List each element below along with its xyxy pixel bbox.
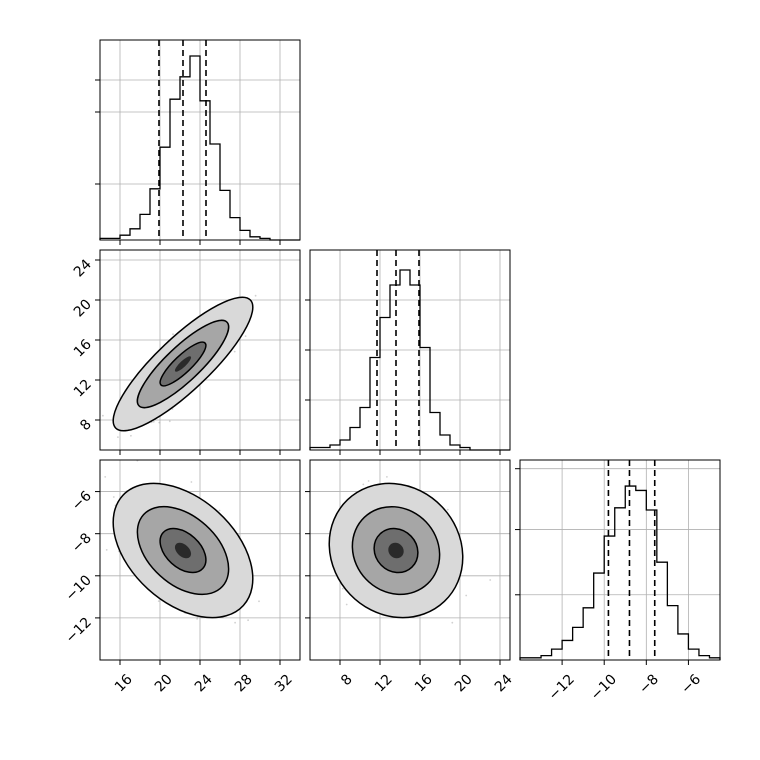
contour-line bbox=[351, 505, 441, 596]
contour-line bbox=[112, 482, 254, 619]
histogram-panel-3: −12 −10 −8 −6 bbox=[515, 459, 721, 704]
density-layer bbox=[96, 294, 257, 438]
scatter-point bbox=[130, 434, 132, 437]
y-tick-label: −10 bbox=[63, 572, 95, 604]
contour-line bbox=[159, 527, 207, 574]
scatter-point bbox=[342, 587, 344, 590]
contour-line bbox=[328, 482, 464, 619]
scatter-point bbox=[196, 616, 199, 619]
x-tick-label: −12 bbox=[546, 671, 578, 703]
scatter-point bbox=[168, 420, 171, 423]
scatter-point bbox=[102, 414, 104, 417]
histogram-step bbox=[99, 55, 300, 241]
x-tick-label: 20 bbox=[152, 671, 176, 695]
scatter-point bbox=[362, 483, 365, 486]
x-tick-label: −8 bbox=[636, 671, 662, 697]
y-tick-label: 24 bbox=[71, 256, 95, 280]
scatter-point bbox=[345, 603, 348, 606]
density-layer bbox=[328, 476, 492, 624]
scatter-point bbox=[117, 436, 119, 438]
contour-line bbox=[136, 319, 230, 409]
scatter-point bbox=[157, 600, 160, 602]
density-peak bbox=[174, 542, 192, 559]
histogram-step bbox=[519, 485, 721, 660]
scatter-point bbox=[367, 480, 370, 482]
x-tick-label: 28 bbox=[232, 671, 256, 695]
y-tick-label: 16 bbox=[71, 336, 95, 360]
histogram-panel-2 bbox=[305, 249, 511, 455]
scatter-point bbox=[105, 549, 108, 551]
x-tick-label: −6 bbox=[678, 671, 704, 697]
scatter-point bbox=[244, 335, 247, 337]
axes-frame bbox=[519, 459, 721, 661]
histogram-step bbox=[309, 269, 510, 451]
y-tick-label: 8 bbox=[77, 417, 95, 435]
y-tick-label: 20 bbox=[71, 297, 95, 321]
contour-line bbox=[373, 527, 419, 574]
x-tick-label: 16 bbox=[112, 671, 136, 695]
x-tick-label: 12 bbox=[372, 671, 396, 695]
x-tick-label: 8 bbox=[338, 671, 356, 689]
x-tick-label: 24 bbox=[192, 671, 216, 695]
scatter-point bbox=[451, 621, 454, 624]
density-panel-1: 8 12 16 20 24 bbox=[71, 249, 301, 455]
scatter-point bbox=[218, 509, 221, 512]
y-tick-label: −8 bbox=[69, 530, 95, 556]
y-tick-label: −12 bbox=[63, 614, 95, 646]
x-tick-label: 20 bbox=[452, 671, 476, 695]
x-tick-label: 24 bbox=[492, 671, 516, 695]
scatter-point bbox=[172, 333, 174, 336]
y-tick-label: 12 bbox=[71, 377, 95, 401]
scatter-point bbox=[254, 294, 257, 297]
contour-line bbox=[112, 296, 254, 432]
scatter-point bbox=[104, 476, 107, 478]
scatter-point bbox=[247, 619, 250, 622]
contour-line bbox=[159, 341, 207, 387]
scatter-point bbox=[96, 432, 98, 434]
scatter-point bbox=[446, 508, 449, 511]
x-tick-label: −10 bbox=[588, 671, 620, 703]
x-tick-label: 16 bbox=[412, 671, 436, 695]
scatter-point bbox=[234, 621, 237, 624]
scatter-point bbox=[190, 481, 193, 483]
scatter-point bbox=[489, 579, 492, 581]
density-panel-3: 8 12 16 20 24 bbox=[305, 459, 516, 695]
scatter-point bbox=[386, 476, 388, 478]
x-tick-label: 32 bbox=[272, 671, 296, 695]
density-layer bbox=[104, 460, 260, 624]
y-tick-label: −6 bbox=[69, 488, 95, 514]
scatter-point bbox=[258, 600, 260, 603]
histogram-panel-1 bbox=[95, 39, 301, 245]
contour-line bbox=[136, 505, 230, 596]
scatter-point bbox=[465, 594, 468, 597]
scatter-point bbox=[112, 496, 115, 498]
scatter-point bbox=[158, 421, 161, 424]
density-peak bbox=[174, 356, 192, 372]
corner-panels: −12 −10 −8 −6 8 12 16 20 24 16 20 24 28 32 −12 −10 −8 −6 8… bbox=[63, 39, 721, 704]
density-panel-2: 16 20 24 28 32 −12 −10 −8 −6 bbox=[63, 459, 301, 695]
scatter-point bbox=[233, 350, 236, 353]
scatter-point bbox=[152, 420, 155, 423]
density-peak bbox=[388, 542, 404, 559]
scatter-point bbox=[196, 618, 199, 620]
axes-frame bbox=[309, 459, 511, 661]
